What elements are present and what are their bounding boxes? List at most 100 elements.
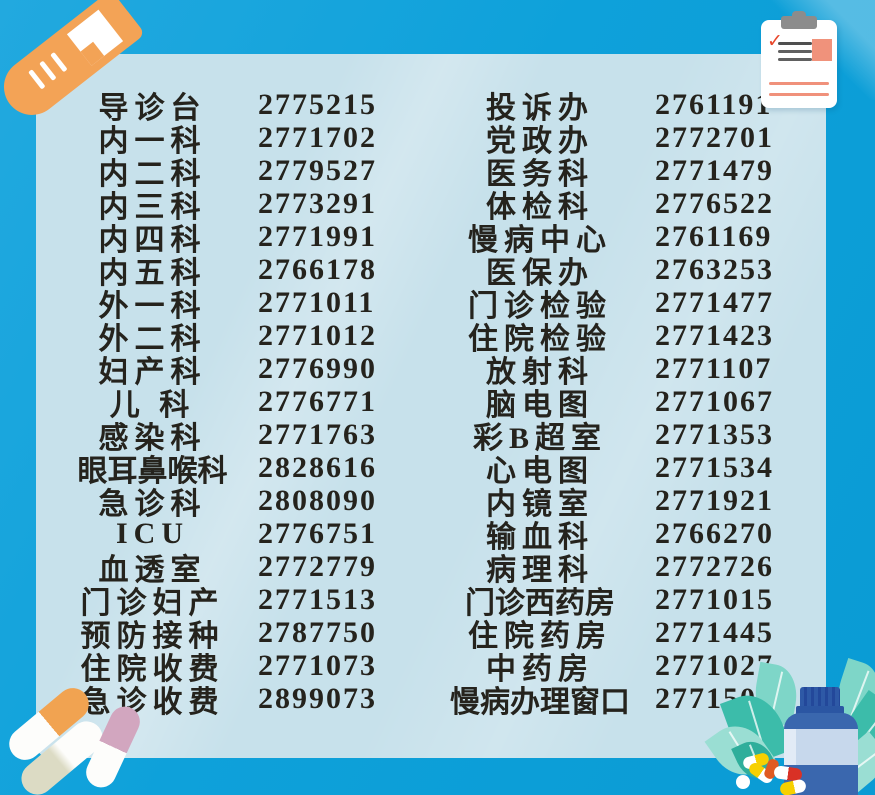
clipboard-text-line bbox=[778, 58, 812, 61]
phone-number: 2766270 bbox=[655, 516, 774, 550]
directory-column-right: 投诉办 2761191 党政办 2772701 医务科 2771479 体检科 2776522… bbox=[435, 87, 774, 719]
department-name: 儿 科 bbox=[109, 388, 196, 422]
phone-number: 2766178 bbox=[258, 252, 377, 286]
directory-column-left: 导诊台 2775215 内一科 2771702 内二科 2779527 内三科 2773291… bbox=[55, 87, 377, 719]
pill-icon bbox=[736, 775, 750, 789]
clipboard-text-line bbox=[769, 93, 829, 96]
department-name: 心电图 bbox=[486, 454, 594, 488]
phone-number: 2779527 bbox=[258, 153, 377, 187]
phone-number: 2761191 bbox=[655, 87, 773, 121]
directory-row: 外一科 2771011 bbox=[55, 285, 377, 323]
department-name: 医务科 bbox=[486, 157, 594, 191]
checkmark-icon: ✓ bbox=[767, 30, 783, 52]
phone-number: 2771027 bbox=[655, 648, 774, 682]
directory-row: 门诊妇产 2771513 bbox=[55, 582, 377, 620]
directory-row: 住院检验 2771423 bbox=[435, 318, 774, 356]
department-name: 中药房 bbox=[486, 652, 594, 686]
clipboard-photo-square bbox=[812, 39, 832, 61]
department-name: 体检科 bbox=[486, 190, 594, 224]
directory-row: 党政办 2772701 bbox=[435, 120, 774, 158]
directory-row: ICU 2776751 bbox=[55, 517, 377, 550]
phone-number: 2771921 bbox=[655, 483, 774, 517]
directory-row: 投诉办 2761191 bbox=[435, 87, 774, 125]
phone-number: 2771763 bbox=[258, 417, 377, 451]
directory-row: 慢病中心 2761169 bbox=[435, 220, 774, 257]
bottle-rim bbox=[796, 706, 844, 715]
directory-row: 输血科 2766270 bbox=[435, 516, 774, 554]
phone-number: 2771479 bbox=[655, 153, 774, 187]
department-name: 党政办 bbox=[486, 124, 594, 158]
directory-row: 慢病办理窗口 2771501 bbox=[435, 682, 774, 719]
phone-number: 2771534 bbox=[655, 450, 774, 484]
phone-number: 2771423 bbox=[655, 318, 774, 352]
clipboard-checklist-icon: ✓ bbox=[761, 11, 839, 111]
department-name: 住院收费 bbox=[80, 652, 225, 686]
directory-row: 急诊科 2808090 bbox=[55, 483, 377, 521]
department-name: 急诊科 bbox=[98, 487, 207, 521]
directory-row: 病理科 2772726 bbox=[435, 549, 774, 587]
test-tube-body bbox=[0, 0, 146, 127]
clipboard-text-line bbox=[778, 42, 812, 45]
directory-row: 内镜室 2771921 bbox=[435, 483, 774, 521]
directory-row: 感染科 2771763 bbox=[55, 417, 377, 455]
directory-row: 心电图 2771534 bbox=[435, 450, 774, 488]
phone-number: 2772779 bbox=[258, 549, 377, 583]
phone-number: 2808090 bbox=[258, 483, 377, 517]
phone-number: 2772726 bbox=[655, 549, 774, 583]
directory-row: 内四科 2771991 bbox=[55, 219, 377, 257]
phone-number: 2775215 bbox=[258, 87, 377, 121]
department-name: 住院药房 bbox=[468, 619, 612, 653]
phone-number: 2771015 bbox=[655, 582, 774, 616]
phone-number: 2771477 bbox=[655, 285, 774, 319]
directory-row: 体检科 2776522 bbox=[435, 186, 774, 224]
phone-number: 2771107 bbox=[655, 351, 773, 385]
department-name: 导诊台 bbox=[98, 91, 207, 125]
directory-row: 妇产科 2776990 bbox=[55, 352, 377, 389]
clipboard-clip bbox=[781, 16, 817, 29]
directory-row: 放射科 2771107 bbox=[435, 351, 774, 389]
bottle-cap bbox=[800, 687, 840, 707]
phone-number: 2771011 bbox=[258, 285, 376, 319]
clipboard-text-line bbox=[778, 50, 812, 53]
department-name: 感染科 bbox=[98, 421, 207, 455]
phone-number: 2787750 bbox=[258, 615, 377, 649]
test-tube-tick bbox=[50, 51, 68, 73]
directory-row: 血透室 2772779 bbox=[55, 549, 377, 587]
department-name: 血透室 bbox=[98, 553, 207, 587]
phone-number: 2771445 bbox=[655, 615, 774, 649]
phone-number: 2776751 bbox=[258, 516, 377, 550]
department-name: 医保办 bbox=[486, 256, 594, 290]
phone-number: 2771513 bbox=[258, 582, 377, 616]
department-name: 慢病办理窗口 bbox=[450, 685, 630, 719]
test-tube-tick bbox=[39, 60, 57, 81]
directory-row: 门诊西药房 2771015 bbox=[435, 582, 774, 620]
phone-number: 2771012 bbox=[258, 318, 377, 352]
phone-number: 2776522 bbox=[655, 186, 774, 220]
directory-row: 外二科 2771012 bbox=[55, 318, 377, 356]
department-name: 外二科 bbox=[98, 322, 207, 356]
phone-number: 2899073 bbox=[258, 681, 377, 715]
department-name: ICU bbox=[115, 516, 189, 550]
phone-number: 2771991 bbox=[258, 219, 377, 253]
directory-row: 内五科 2766178 bbox=[55, 252, 377, 290]
phone-number: 2771073 bbox=[258, 648, 377, 682]
directory-row: 彩B超室 2771353 bbox=[435, 418, 774, 455]
phone-number: 2772701 bbox=[655, 120, 774, 154]
directory-row: 急诊收费 2899073 bbox=[55, 681, 377, 719]
department-name: 内一科 bbox=[98, 124, 207, 158]
phone-number: 2771067 bbox=[655, 384, 774, 418]
department-name: 眼耳鼻喉科 bbox=[77, 454, 228, 488]
phone-number: 2773291 bbox=[258, 186, 377, 220]
department-name: 内镜室 bbox=[486, 487, 594, 521]
department-name: 门诊西药房 bbox=[465, 586, 615, 620]
directory-row: 内二科 2779527 bbox=[55, 153, 377, 191]
directory-row: 儿 科 2776771 bbox=[55, 384, 377, 422]
department-name: 门诊检验 bbox=[468, 289, 612, 323]
bottle-label bbox=[784, 729, 858, 765]
directory-row: 中药房 2771027 bbox=[435, 648, 774, 686]
department-name: 慢病中心 bbox=[468, 223, 612, 257]
phone-number: 2776771 bbox=[258, 384, 377, 418]
department-name: 输血科 bbox=[486, 520, 594, 554]
department-name: 外一科 bbox=[98, 289, 207, 323]
